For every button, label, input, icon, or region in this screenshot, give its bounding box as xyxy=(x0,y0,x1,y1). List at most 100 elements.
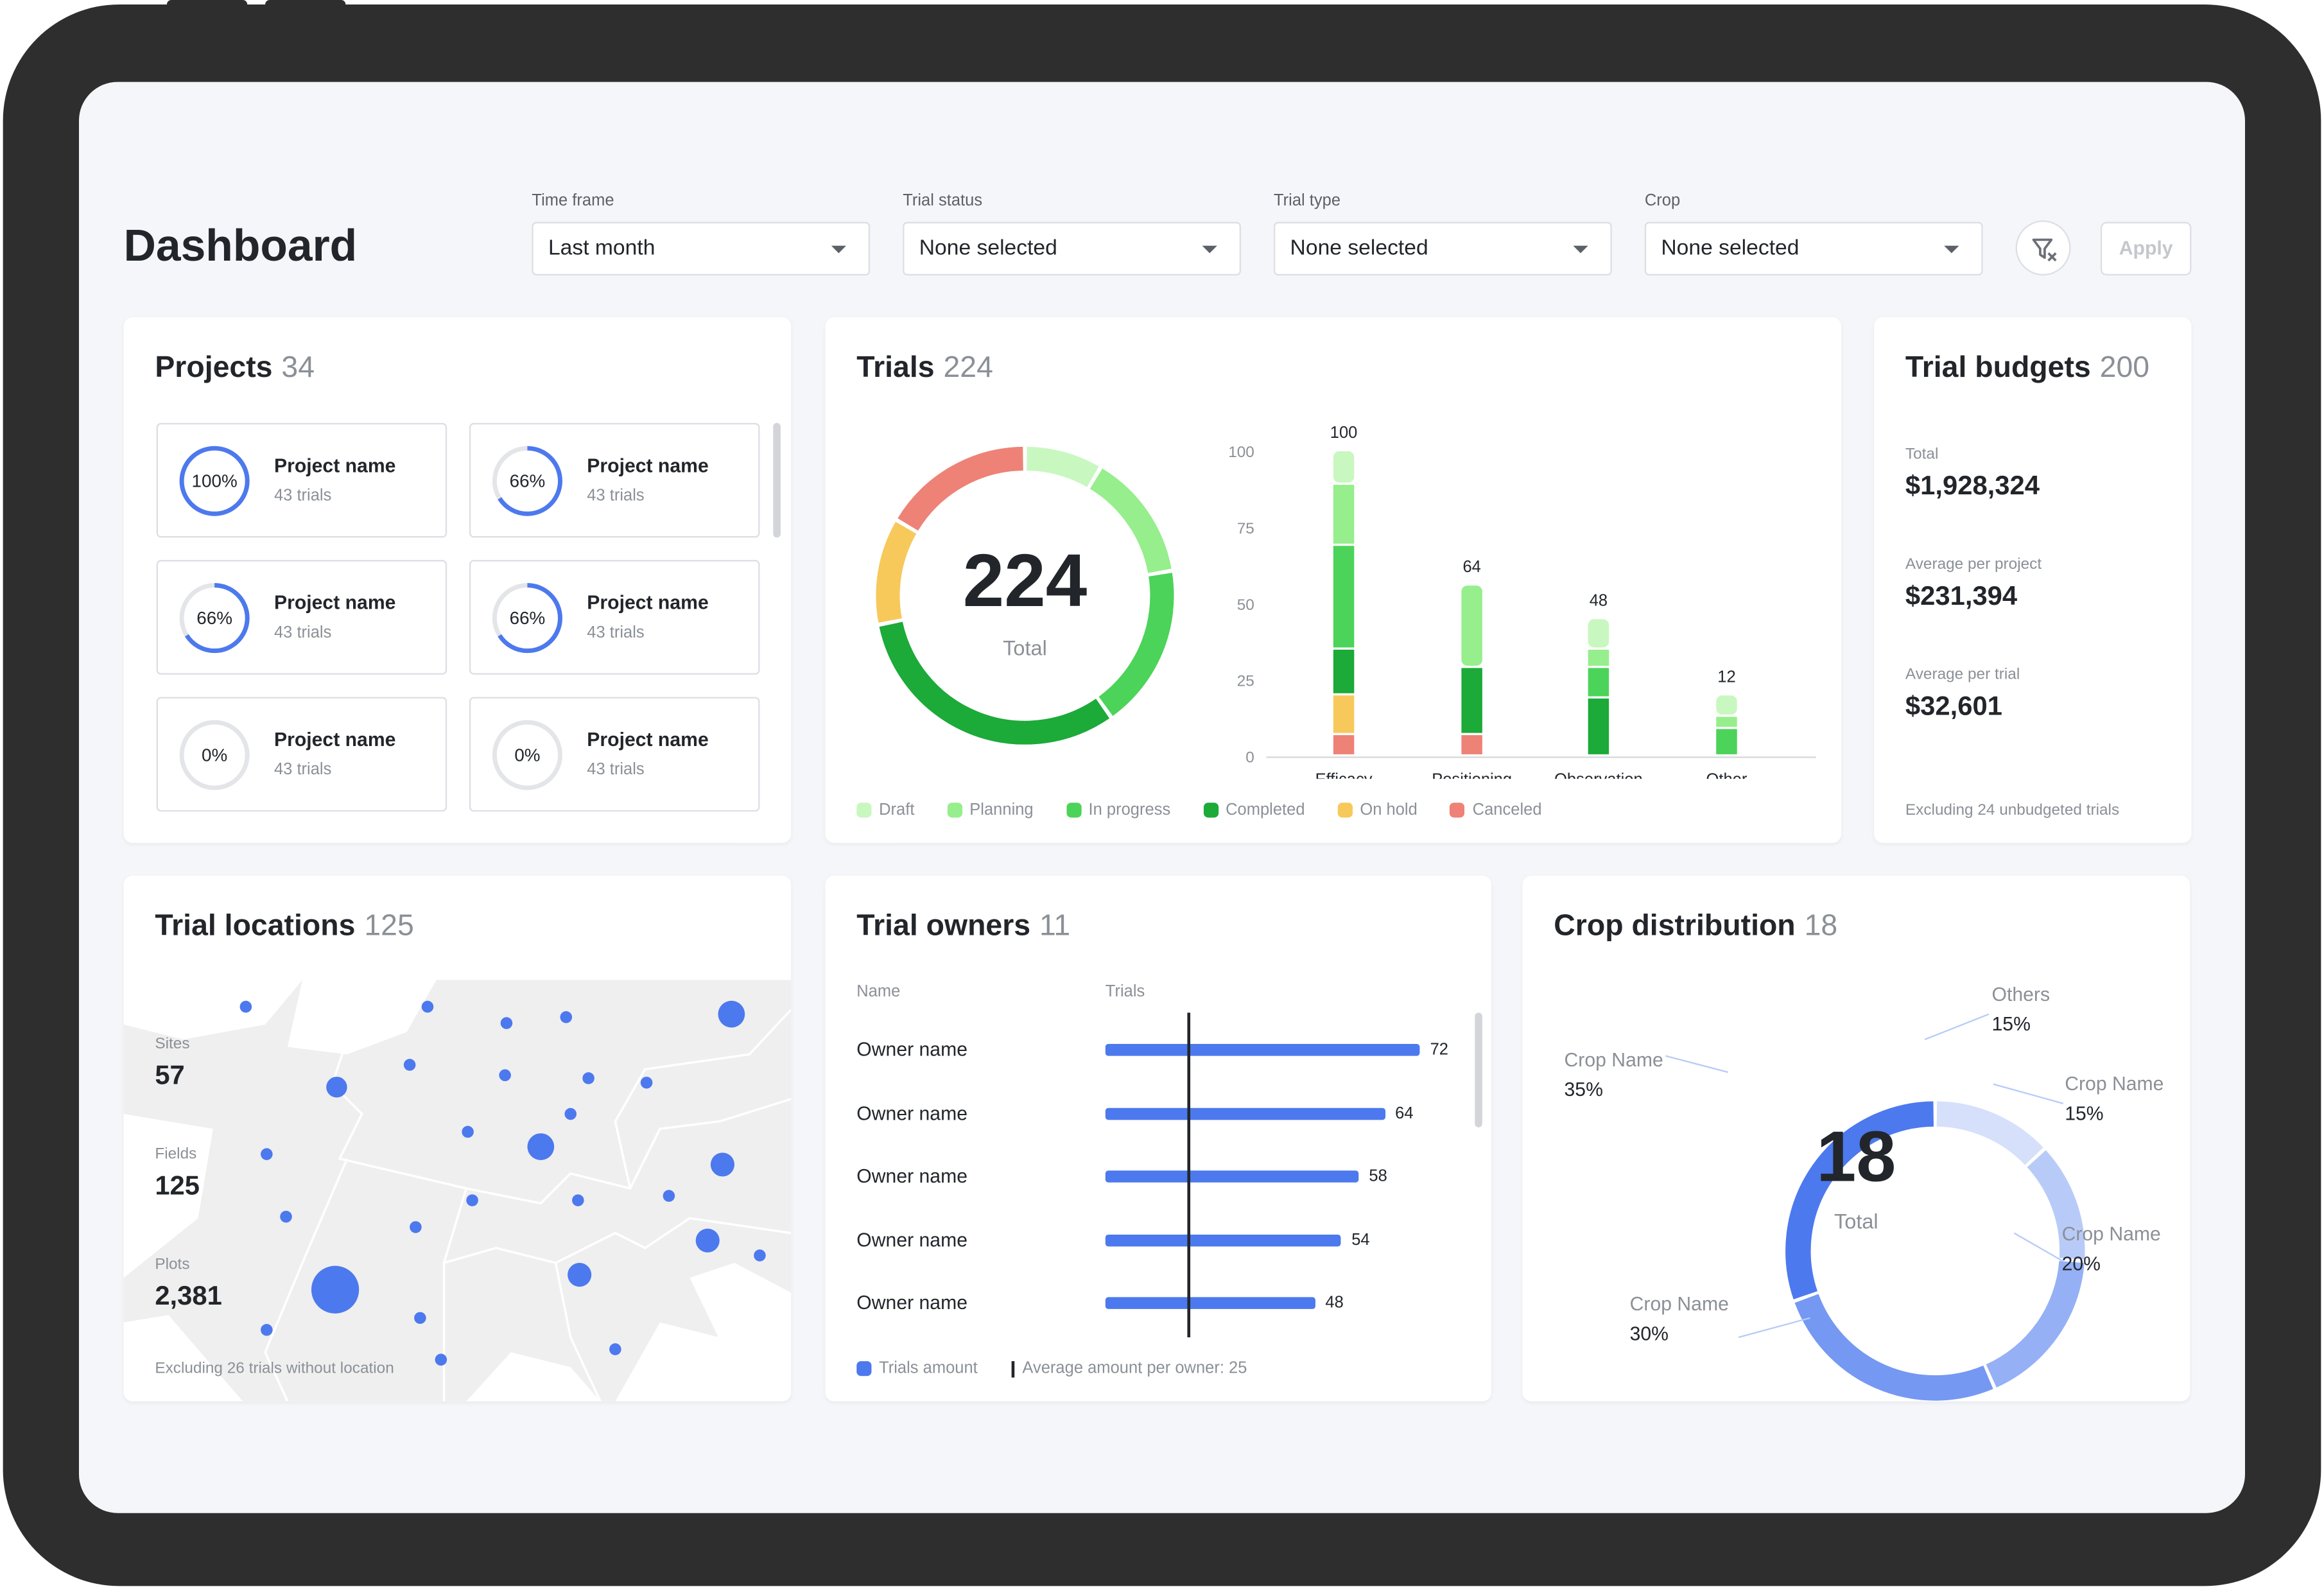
project-tile[interactable]: 66% Project name 43 trials xyxy=(469,422,760,538)
crop-label-name: Others xyxy=(1991,982,2051,1005)
legend-swatch xyxy=(856,803,872,818)
chevron-down-icon xyxy=(831,245,847,254)
leader-line xyxy=(2013,1232,2064,1262)
location-marker xyxy=(560,1011,573,1023)
progress-label: 66% xyxy=(510,608,546,628)
y-tick-label: 50 xyxy=(1237,596,1254,614)
location-stat-value: 57 xyxy=(155,1060,185,1090)
filter-label: Trial status xyxy=(903,192,983,211)
legend-line xyxy=(1012,1360,1015,1377)
project-tile[interactable]: 100% Project name 43 trials xyxy=(156,422,447,538)
trials-type-bar-chart: 0 25 50 75 100 100 Efficacy 64 Positioning 48 Obse… xyxy=(1228,424,1816,779)
progress-ring: 66% xyxy=(492,583,562,654)
crop-label-name: Crop Name xyxy=(2065,1072,2164,1095)
apply-button[interactable]: Apply xyxy=(2100,221,2192,276)
crops-count: 18 xyxy=(1804,910,1838,943)
location-marker xyxy=(435,1353,447,1366)
legend-swatch xyxy=(856,1361,872,1376)
crop-donut xyxy=(1665,1013,2085,1401)
bar-total-label: 100 xyxy=(1330,424,1358,442)
legend-label: Average amount per owner: 25 xyxy=(1022,1359,1247,1378)
location-marker xyxy=(280,1210,292,1223)
owner-name[interactable]: Owner name xyxy=(856,1101,967,1124)
location-stat-value: 125 xyxy=(155,1170,200,1201)
crop-label-pct: 15% xyxy=(2065,1102,2104,1125)
trials-legend: Draft Planning In progress Completed On hold… xyxy=(856,801,1542,819)
donut-segment-canceled xyxy=(898,446,1024,531)
filter-clear-icon xyxy=(2032,238,2057,262)
locations-note: Excluding 26 trials without location xyxy=(155,1359,394,1378)
owner-name[interactable]: Owner name xyxy=(856,1228,967,1251)
map-water xyxy=(123,980,303,1040)
project-trial-count: 43 trials xyxy=(273,623,332,642)
filter-select[interactable]: None selected xyxy=(1274,221,1612,276)
location-marker xyxy=(421,1000,434,1013)
legend-item: Completed xyxy=(1203,801,1305,819)
crop-label-name: Crop Name xyxy=(1629,1292,1729,1315)
owner-name[interactable]: Owner name xyxy=(856,1291,967,1314)
progress-label: 100% xyxy=(192,471,238,491)
project-tile[interactable]: 66% Project name 43 trials xyxy=(469,560,760,675)
budget-stat-label: Average per trial xyxy=(1905,665,2020,684)
trials-count: 224 xyxy=(943,351,993,385)
legend-swatch xyxy=(1203,803,1218,818)
card-title: Trial owners 11 xyxy=(856,910,1070,944)
owner-trials-bar xyxy=(1105,1107,1385,1120)
filter-select[interactable]: Last month xyxy=(532,221,871,276)
y-tick-label: 100 xyxy=(1228,444,1254,461)
bar-total-label: 64 xyxy=(1462,558,1480,576)
owner-trials-value: 48 xyxy=(1325,1294,1344,1312)
owner-trials-value: 58 xyxy=(1369,1167,1387,1186)
bar-total-label: 12 xyxy=(1717,668,1735,686)
project-trial-count: 43 trials xyxy=(273,487,332,505)
column-header-name: Name xyxy=(856,982,901,1001)
bar-segment-in-progress xyxy=(1588,668,1609,697)
location-marker xyxy=(582,1072,594,1084)
scrollbar[interactable] xyxy=(1475,1012,1482,1127)
location-marker xyxy=(403,1059,416,1071)
leader-line xyxy=(1924,1013,1990,1041)
owner-trials-bar xyxy=(1105,1170,1359,1183)
location-marker xyxy=(695,1228,720,1253)
bar-segment-planning xyxy=(1333,485,1355,544)
owner-name[interactable]: Owner name xyxy=(856,1038,967,1061)
map-border xyxy=(554,1262,602,1402)
filter-value: None selected xyxy=(1290,236,1428,261)
trials-total-label: Total xyxy=(1003,636,1047,660)
project-tile[interactable]: 0% Project name 43 trials xyxy=(469,697,760,812)
project-tile[interactable]: 0% Project name 43 trials xyxy=(156,697,447,812)
progress-label: 66% xyxy=(196,608,232,628)
bar-segment-canceled xyxy=(1461,735,1482,754)
project-name: Project name xyxy=(273,454,396,477)
filter-label: Trial type xyxy=(1274,192,1341,211)
locations-map[interactable] xyxy=(123,980,792,1402)
filter-select[interactable]: None selected xyxy=(903,221,1241,276)
location-marker xyxy=(261,1324,273,1336)
progress-label: 0% xyxy=(202,745,227,765)
legend-label: On hold xyxy=(1360,801,1418,819)
budgets-note: Excluding 24 unbudgeted trials xyxy=(1905,801,2120,819)
legend-label: In progress xyxy=(1088,801,1171,819)
filter-select[interactable]: None selected xyxy=(1644,221,1983,276)
legend-label: Planning xyxy=(969,801,1034,819)
x-tick-label: Positioning xyxy=(1432,770,1512,779)
location-marker xyxy=(568,1263,592,1287)
chevron-down-icon xyxy=(1944,245,1959,254)
card-title: Projects 34 xyxy=(155,351,315,385)
scrollbar[interactable] xyxy=(773,422,781,538)
progress-ring: 0% xyxy=(492,720,562,790)
progress-ring: 100% xyxy=(179,446,250,516)
locations-card: Trial locations 125 Sites 57 Fields 125 Plots… xyxy=(123,875,792,1402)
location-marker xyxy=(239,1000,252,1013)
owner-name[interactable]: Owner name xyxy=(856,1164,967,1187)
clear-filters-button[interactable] xyxy=(2015,220,2071,276)
filter-value: Last month xyxy=(548,236,655,261)
location-marker xyxy=(754,1249,766,1262)
locations-title: Trial locations xyxy=(155,910,356,943)
column-header-trials: Trials xyxy=(1105,982,1145,1001)
location-marker xyxy=(326,1077,347,1098)
project-tile[interactable]: 66% Project name 43 trials xyxy=(156,560,447,675)
map-border xyxy=(264,1158,349,1402)
progress-ring: 66% xyxy=(492,446,562,516)
owner-trials-value: 72 xyxy=(1430,1041,1448,1059)
